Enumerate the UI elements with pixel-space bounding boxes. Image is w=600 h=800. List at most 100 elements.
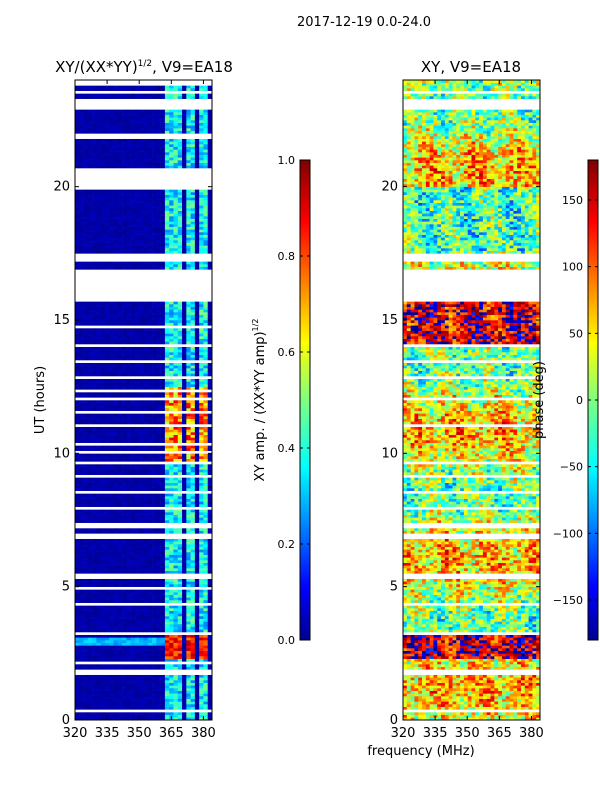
amplitude-cell [186,210,191,214]
amplitude-cell [134,314,140,318]
amplitude-cell [79,570,84,574]
amplitude-cell [160,560,166,563]
amplitude-cell [156,589,161,593]
amplitude-cell [117,509,123,513]
amplitude-cell [147,437,153,441]
amplitude-cell [139,317,144,321]
amplitude-cell [113,562,119,566]
amplitude-cell [143,613,149,617]
amplitude-no-data-row [75,573,212,577]
amplitude-cell [134,685,140,689]
amplitude-cell [122,488,127,491]
amplitude-cell [177,666,183,670]
amplitude-cell [134,674,140,678]
amplitude-cell [83,610,89,614]
amplitude-cell [177,368,183,371]
amplitude-cell [207,621,213,625]
amplitude-cell [126,650,131,654]
amplitude-cell [152,370,157,374]
amplitude-cell [169,546,174,550]
amplitude-cell [199,685,204,689]
amplitude-cell [100,408,106,411]
amplitude-cell [164,381,170,385]
amplitude-cell [104,613,110,617]
amplitude-cell [96,562,101,566]
amplitude-cell [117,413,123,417]
amplitude-cell [96,701,101,705]
amplitude-cell [113,405,119,409]
amplitude-cell [147,248,153,251]
amplitude-cell [199,509,204,513]
amplitude-cell [147,653,153,657]
amplitude-cell [164,688,170,691]
amplitude-cell [139,597,144,601]
amplitude-cell [79,456,84,459]
amplitude-cell [156,688,161,691]
amplitude-cell [87,698,93,702]
amplitude-cell [83,642,89,646]
amplitude-cell [100,229,106,233]
amplitude-cell [143,386,149,390]
amplitude-cell [203,368,209,371]
amplitude-cell [87,349,93,353]
amplitude-cell [113,554,119,558]
amplitude-cell [177,402,183,406]
amplitude-cell [152,666,157,670]
amplitude-cell [104,218,110,222]
amplitude-cell [199,322,204,326]
amplitude-cell [79,488,84,491]
amplitude-cell [203,557,209,561]
amplitude-cell [186,405,191,409]
amplitude-cell [87,330,93,334]
amplitude-cell [130,648,136,651]
amplitude-cell [104,458,110,462]
amplitude-cell [182,429,187,433]
amplitude-cell [203,704,209,707]
amplitude-cell [207,317,213,321]
amplitude-cell [207,656,213,659]
amplitude-cell [100,549,106,553]
amplitude-cell [182,472,187,475]
amplitude-no-data-row [75,586,212,590]
amplitude-cell [130,485,136,489]
amplitude-cell [113,616,119,619]
amplitude-cell [75,448,80,451]
amplitude-cell [87,320,93,323]
amplitude-cell [92,248,97,251]
amplitude-cell [177,584,183,587]
amplitude-cell [199,346,204,350]
amplitude-cell [117,304,123,307]
amplitude-cell [104,232,110,235]
amplitude-cell [117,656,123,659]
amplitude-cell [207,349,213,353]
amplitude-cell [139,520,144,523]
amplitude-cell [143,464,149,467]
amplitude-cell [177,520,183,523]
amplitude-cell [186,570,191,574]
amplitude-cell [186,413,191,417]
amplitude-cell [113,240,119,243]
amplitude-cell [152,480,157,483]
amplitude-cell [186,650,191,654]
amplitude-cell [199,426,204,430]
amplitude-cell [79,202,84,206]
amplitude-cell [194,546,200,550]
amplitude-cell [147,458,153,462]
amplitude-cell [83,421,89,425]
amplitude-cell [104,698,110,702]
amplitude-cell [186,322,191,326]
amplitude-cell [87,362,93,366]
amplitude-cell [104,426,110,430]
amplitude-cell [109,352,114,355]
amplitude-cell [122,264,127,267]
amplitude-cell [134,237,140,241]
amplitude-cell [203,677,209,681]
amplitude-cell [177,544,183,547]
amplitude-cell [194,336,200,339]
amplitude-cell [92,301,97,305]
amplitude-cell [190,648,196,651]
amplitude-cell [182,477,187,481]
amplitude-cell [186,501,191,505]
amplitude-cell [117,496,123,499]
amplitude-cell [147,624,153,627]
